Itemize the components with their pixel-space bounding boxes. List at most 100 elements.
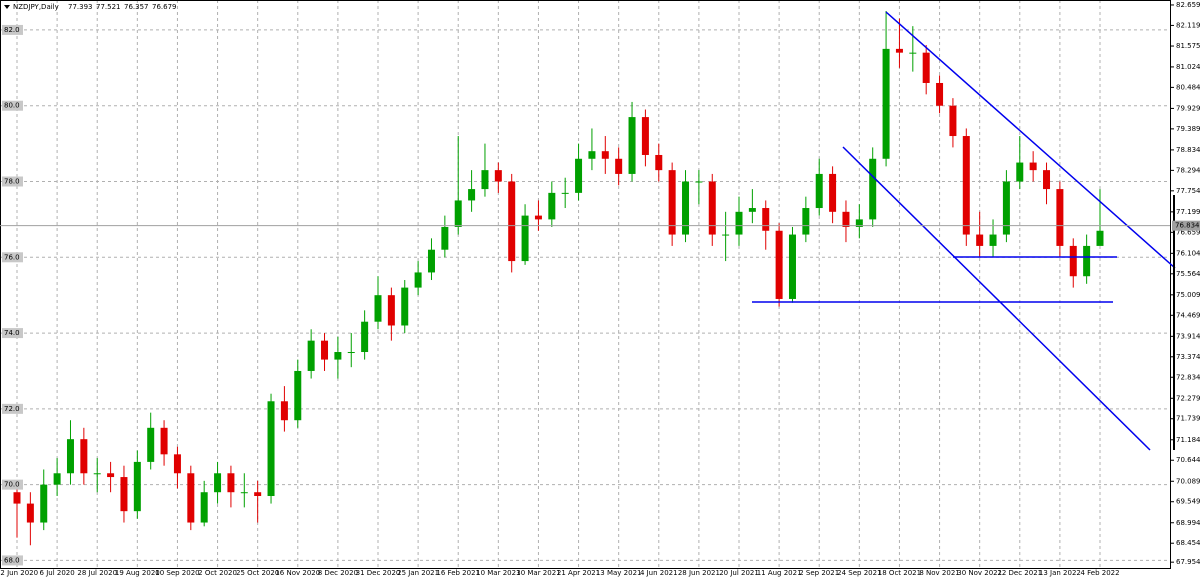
y2-tick-label: 78.834 (1176, 146, 1200, 154)
candle-body (214, 473, 222, 493)
x-tick-label: 8 Nov 2021 (919, 569, 959, 577)
x-tick-label: 20 Jul 2021 (719, 569, 759, 577)
candle-body (1043, 170, 1051, 190)
y2-tick-label: 76.659 (1176, 228, 1200, 236)
x-tick-label: 16 Feb 2021 (436, 569, 480, 577)
y-tick-label-box (2, 252, 23, 263)
candle-body (427, 249, 435, 273)
x-tick-label: 8 Dec 2020 (318, 569, 358, 577)
candle-body (521, 215, 529, 262)
candle-body (200, 492, 208, 523)
y-tick-label: 74.0 (4, 329, 20, 337)
candle-body (788, 234, 796, 299)
y2-tick-label: 69.549 (1176, 498, 1200, 506)
candle-body (895, 48, 903, 53)
x-tick-label: 28 Jun 2021 (678, 569, 720, 577)
candle-body (1083, 245, 1091, 277)
candle-body (842, 211, 850, 227)
y2-tick-label: 78.294 (1176, 166, 1200, 174)
y2-tick-label: 72.834 (1176, 373, 1200, 381)
chart-title: NZDJPY,Daily (13, 3, 59, 11)
candle-body (882, 48, 890, 159)
x-tick-label: 16 Nov 2020 (275, 569, 320, 577)
candle-body (909, 52, 917, 54)
y2-tick-label: 71.739 (1176, 415, 1200, 423)
candle-body (508, 181, 516, 262)
x-tick-label: 10 Sep 2020 (155, 569, 199, 577)
y-tick-label: 68.0 (4, 556, 20, 564)
y-tick-label-box (2, 479, 23, 490)
menu-icon[interactable] (4, 5, 10, 9)
candle-body (1002, 181, 1010, 235)
candle-body (1069, 245, 1077, 277)
x-tick-label: 25 Jan 2021 (397, 569, 439, 577)
candle-body (441, 226, 449, 250)
y2-tick-label: 67.954 (1176, 558, 1200, 566)
candle-body (829, 173, 837, 212)
candle-body (267, 401, 275, 497)
candle-body (1016, 162, 1024, 182)
x-tick-label: 10 Mar 2021 (476, 569, 520, 577)
candle-body (815, 173, 823, 209)
candle-body (534, 215, 542, 220)
ohlc-value: 77.521 (96, 3, 121, 11)
candle-body (53, 473, 61, 485)
candle-body (548, 192, 556, 220)
y2-tick-label: 75.009 (1176, 291, 1200, 299)
y2-tick-label: 81.024 (1176, 63, 1200, 71)
candle-body (588, 151, 596, 159)
current-price-label: 76.834 (1175, 222, 1200, 230)
y-tick-label: 76.0 (4, 253, 20, 261)
y-tick-label: 70.0 (4, 481, 20, 489)
x-tick-label: 2 Sep 2021 (799, 569, 839, 577)
candle-body (1029, 162, 1037, 171)
candle-body (869, 158, 877, 220)
x-tick-label: 18 Oct 2021 (878, 569, 921, 577)
candle-body (695, 181, 703, 183)
candles (13, 10, 1104, 546)
candle-body (454, 200, 462, 227)
x-tick-label: 4 Jun 2021 (640, 569, 678, 577)
candle-body (1096, 230, 1104, 246)
candle-body (468, 189, 476, 201)
ohlc-value: 77.393 (68, 3, 93, 11)
y2-tick-label: 81.575 (1176, 42, 1200, 50)
candle-body (855, 219, 863, 227)
candle-body (641, 117, 649, 155)
candle-body (1056, 189, 1064, 246)
y-tick-label-box (2, 328, 23, 339)
x-tick-label: 30 Nov 2021 (957, 569, 1002, 577)
candle-body (347, 352, 355, 354)
candle-body (240, 492, 248, 494)
x-tick-label: 12 Jun 2020 (0, 569, 38, 577)
y2-tick-label: 71.184 (1176, 436, 1200, 444)
candle-body (173, 454, 181, 474)
candle-body (93, 473, 101, 475)
x-tick-label: 25 Oct 2020 (236, 569, 279, 577)
candle-body (722, 234, 730, 236)
candle-body (374, 295, 382, 322)
y2-tick-label: 79.929 (1176, 104, 1200, 112)
candle-body (387, 295, 395, 326)
y-tick-label-box (2, 24, 23, 35)
candle-body (561, 192, 569, 194)
current-price-box (1172, 220, 1200, 231)
candle-body (655, 154, 663, 171)
y2-tick-label: 77.199 (1176, 208, 1200, 216)
candle-body (989, 234, 997, 246)
y2-tick-label: 70.089 (1176, 477, 1200, 485)
plot-border (0, 0, 1171, 569)
candle-body (802, 208, 810, 235)
candle-body (254, 492, 262, 497)
candle-body (227, 473, 235, 493)
candle-body (40, 484, 48, 523)
candle-body (575, 158, 583, 193)
candle-body (936, 82, 944, 106)
y2-tick-label: 79.389 (1176, 125, 1200, 133)
candle-body (976, 234, 984, 246)
candle-body (187, 473, 195, 523)
candle-body (361, 321, 369, 353)
y-tick-label: 82.0 (4, 26, 20, 34)
candle-body (922, 52, 930, 83)
